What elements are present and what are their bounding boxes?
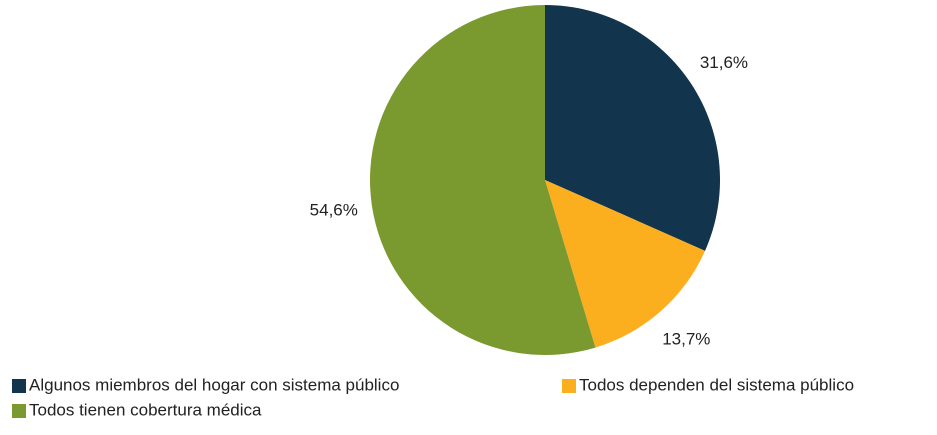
- data-label: 31,6%: [700, 53, 748, 72]
- data-label: 54,6%: [310, 201, 358, 220]
- legend-label: Algunos miembros del hogar con sistema p…: [29, 375, 399, 394]
- legend-swatch: [12, 379, 26, 393]
- legend-label: Todos dependen del sistema público: [579, 375, 854, 394]
- data-label: 13,7%: [662, 330, 710, 349]
- pie-slice: [369, 5, 596, 355]
- legend-swatch: [562, 379, 576, 393]
- legend-label: Todos tienen cobertura médica: [29, 400, 262, 419]
- pie-slice: [545, 180, 706, 348]
- legend-swatch: [12, 404, 26, 418]
- pie-slice: [545, 5, 720, 251]
